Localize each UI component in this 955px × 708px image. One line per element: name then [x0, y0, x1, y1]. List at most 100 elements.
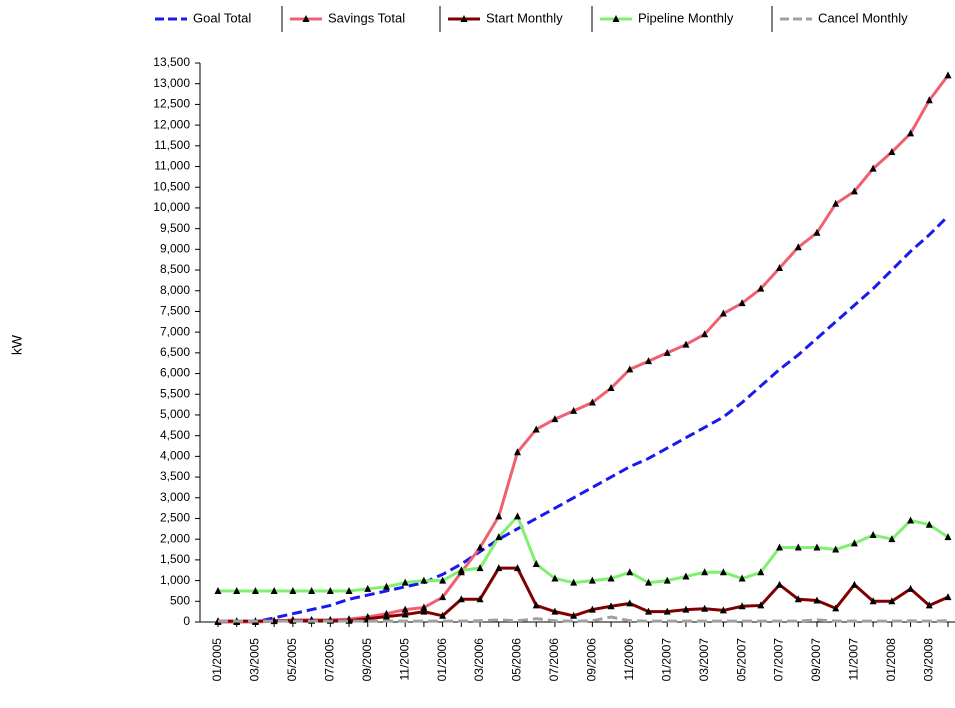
marker: [251, 586, 259, 594]
y-tick-label: 3,000: [160, 490, 190, 504]
marker: [682, 605, 690, 613]
marker: [907, 516, 915, 524]
marker: [719, 606, 727, 614]
marker: [233, 586, 241, 594]
marker: [645, 578, 653, 586]
marker: [289, 586, 297, 594]
marker: [907, 584, 915, 592]
marker: [832, 199, 840, 207]
x-tick-label: 05/2005: [285, 638, 299, 682]
y-tick-label: 8,500: [160, 262, 190, 276]
marker: [663, 348, 671, 356]
marker: [888, 148, 896, 156]
y-tick-label: 1,500: [160, 552, 190, 566]
marker: [382, 582, 390, 590]
x-tick-label: 05/2006: [510, 638, 524, 682]
marker: [757, 284, 765, 292]
marker: [626, 568, 634, 576]
y-tick-label: 13,500: [153, 55, 190, 69]
marker: [701, 604, 709, 612]
marker: [645, 357, 653, 365]
marker: [757, 568, 765, 576]
marker: [570, 611, 578, 619]
marker: [588, 398, 596, 406]
marker: [850, 580, 858, 588]
marker: [420, 576, 428, 584]
marker: [794, 243, 802, 251]
y-tick-label: 1,000: [160, 573, 190, 587]
marker: [701, 568, 709, 576]
y-tick-label: 500: [170, 593, 190, 607]
y-tick-label: 11,000: [154, 159, 190, 173]
marker: [944, 71, 952, 79]
marker: [850, 539, 858, 547]
marker: [869, 597, 877, 605]
marker: [813, 596, 821, 604]
legend-marker: [302, 15, 310, 22]
marker: [663, 607, 671, 615]
legend-marker: [460, 15, 468, 22]
marker: [944, 533, 952, 541]
marker: [382, 612, 390, 620]
marker: [738, 574, 746, 582]
x-tick-label: 07/2005: [322, 638, 336, 682]
y-tick-label: 0: [183, 614, 190, 628]
marker: [869, 531, 877, 539]
marker: [439, 611, 447, 619]
marker: [719, 568, 727, 576]
marker: [513, 512, 521, 520]
marker: [794, 543, 802, 551]
y-tick-label: 4,000: [160, 449, 190, 463]
legend-label: Pipeline Monthly: [638, 10, 734, 25]
marker: [645, 607, 653, 615]
y-tick-label: 9,000: [160, 242, 190, 256]
marker: [888, 535, 896, 543]
marker: [495, 512, 503, 520]
marker: [925, 520, 933, 528]
marker: [476, 595, 484, 603]
marker: [888, 597, 896, 605]
y-tick-label: 8,000: [160, 283, 190, 297]
marker: [813, 228, 821, 236]
y-tick-label: 2,500: [160, 511, 190, 525]
y-tick-label: 9,500: [160, 221, 190, 235]
marker: [532, 425, 540, 433]
marker: [513, 448, 521, 456]
x-tick-label: 09/2006: [585, 638, 599, 682]
marker: [476, 564, 484, 572]
y-tick-label: 6,500: [160, 345, 190, 359]
x-tick-label: 03/2008: [921, 638, 935, 682]
y-tick-label: 3,500: [160, 469, 190, 483]
marker: [682, 572, 690, 580]
marker: [607, 384, 615, 392]
marker: [270, 586, 278, 594]
marker: [476, 543, 484, 551]
marker: [420, 603, 428, 611]
y-tick-label: 4,500: [160, 428, 190, 442]
marker: [214, 586, 222, 594]
y-tick-label: 13,000: [153, 76, 190, 90]
marker: [869, 164, 877, 172]
marker: [532, 560, 540, 568]
marker: [663, 576, 671, 584]
x-tick-label: 01/2008: [884, 638, 898, 682]
x-tick-label: 01/2007: [659, 638, 673, 682]
marker: [925, 601, 933, 609]
x-tick-label: 03/2006: [472, 638, 486, 682]
marker: [420, 607, 428, 615]
marker: [588, 605, 596, 613]
marker: [757, 601, 765, 609]
y-tick-label: 5,000: [160, 407, 190, 421]
marker: [832, 545, 840, 553]
marker: [439, 576, 447, 584]
marker: [776, 263, 784, 271]
x-tick-label: 07/2007: [772, 638, 786, 682]
marker: [776, 580, 784, 588]
x-tick-label: 11/2006: [622, 638, 636, 681]
y-tick-label: 2,000: [160, 531, 190, 545]
marker: [495, 533, 503, 541]
x-tick-label: 07/2006: [547, 638, 561, 682]
marker: [944, 593, 952, 601]
